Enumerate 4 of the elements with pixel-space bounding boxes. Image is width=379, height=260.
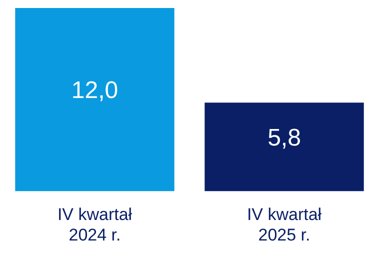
data-label: 5,8 <box>268 124 301 152</box>
x-tick-label: IV kwartał 2025 r. <box>246 205 322 244</box>
data-label: 12,0 <box>71 77 118 104</box>
x-tick-label: IV kwartał 2024 r. <box>57 205 132 244</box>
